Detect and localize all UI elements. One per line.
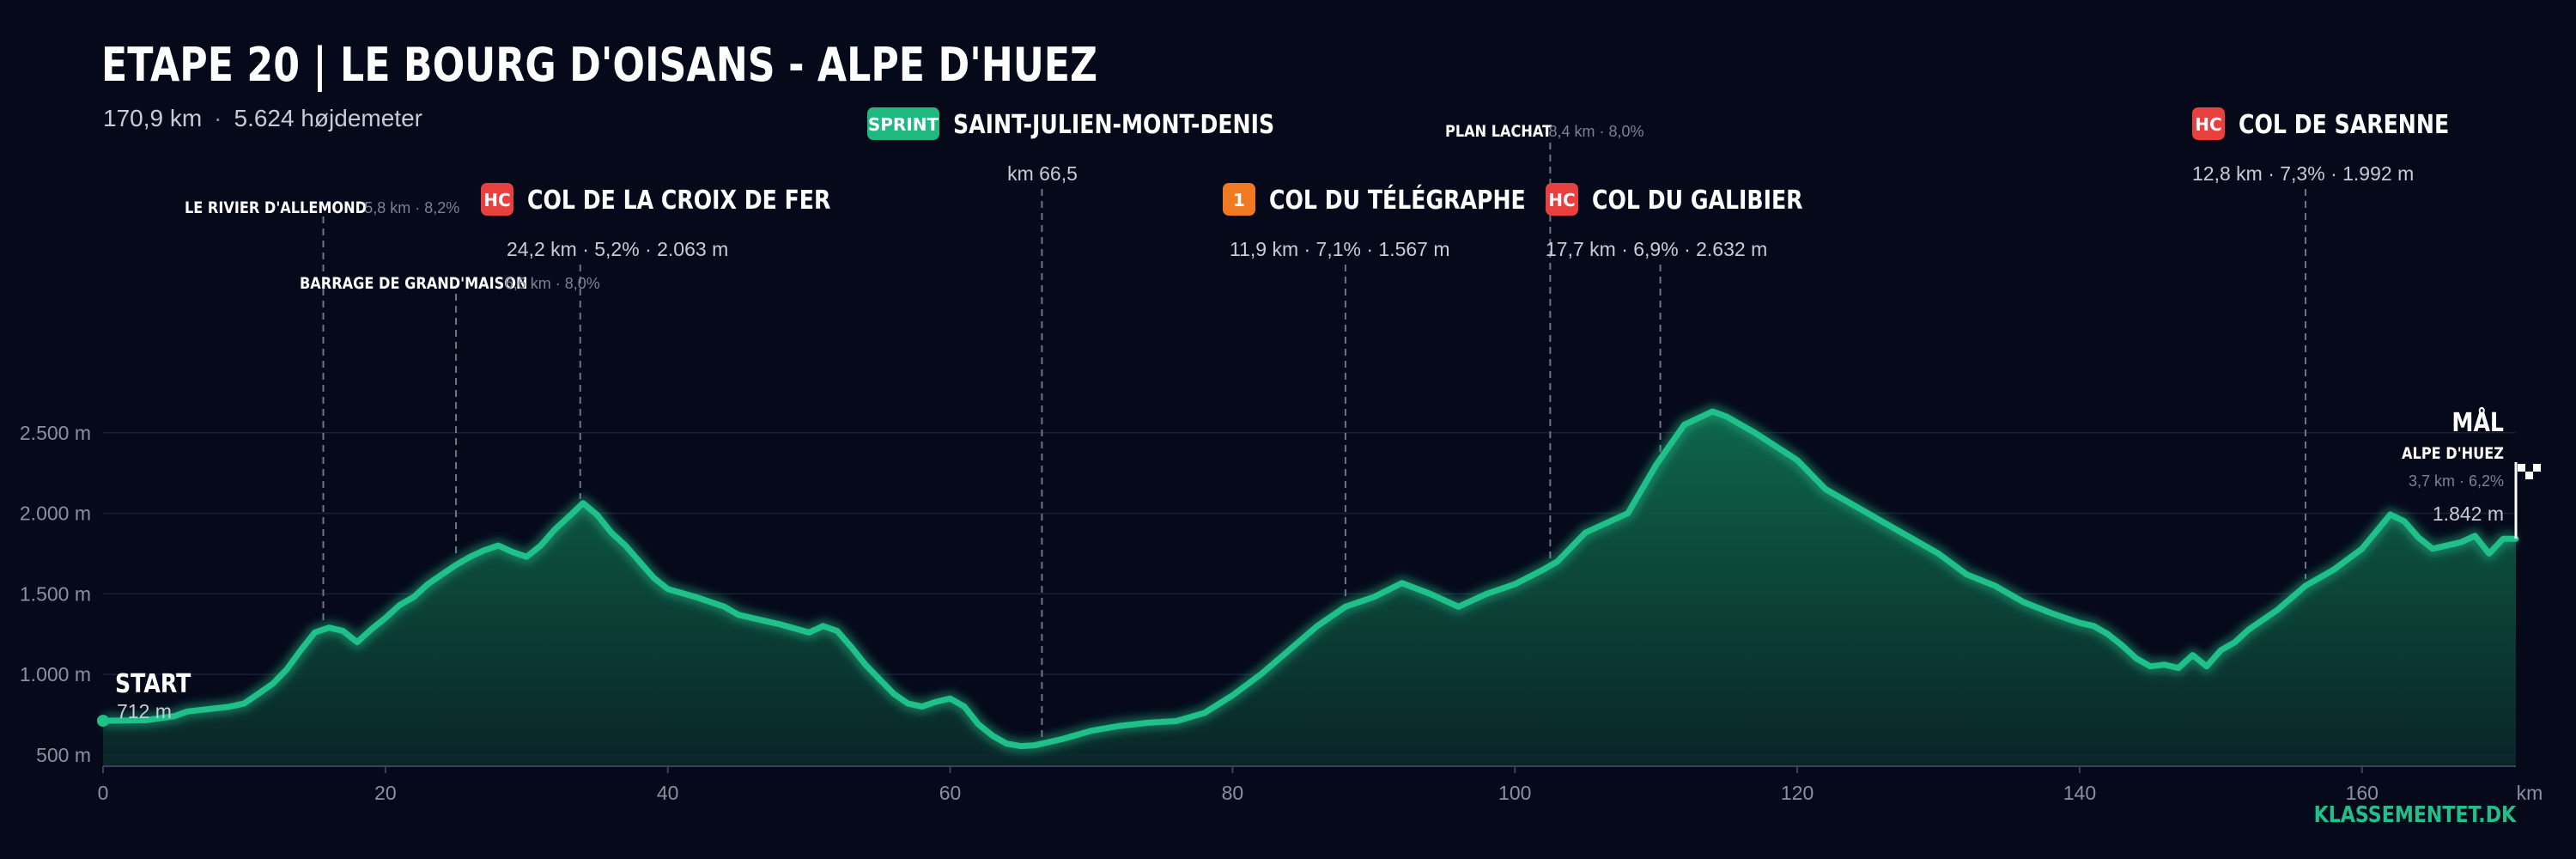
category-badge [1546,183,1578,216]
flag-square [2533,472,2541,479]
badge-label: SPRINT [868,114,939,135]
subtitle-separator: · [214,105,222,131]
category-badge [481,183,513,216]
climb-stats: 12,8 km · 7,3% · 1.992 m [2192,162,2414,185]
flag-square [2525,472,2533,479]
climb-name: COL DE LA CROIX DE FER [527,185,830,216]
y-tick-label: 2.000 m [20,503,91,525]
sprint-badge [867,107,939,140]
x-tick-label: 160 [2346,782,2379,804]
x-tick-label: 20 [374,782,397,804]
category-badge [2192,107,2225,140]
x-tick-label: 60 [939,782,962,804]
climb-stats: 17,7 km · 6,9% · 2.632 m [1546,238,1767,260]
climb-name: SAINT-JULIEN-MONT-DENIS [953,109,1274,140]
climb-name: COL DU GALIBIER [1592,185,1803,216]
climb-stats: 11,9 km · 7,1% · 1.567 m [1230,238,1450,260]
x-tick-label: 0 [98,782,109,804]
x-tick-label: 80 [1222,782,1244,804]
flag-square [2518,472,2525,479]
climb-stats: 24,2 km · 5,2% · 2.063 m [507,238,728,260]
flag-square [2533,464,2541,472]
stage-title: ETAPE 20 | LE BOURG D'OISANS - ALPE D'HU… [101,38,1098,92]
finish-elevation: 1.842 m [2433,503,2504,525]
climb-label: BARRAGE DE GRAND'MAISON [300,275,528,294]
start-elevation: 712 m [117,700,172,722]
flag-square [2525,464,2533,472]
climb-label: LE RIVIER D'ALLEMOND [185,199,367,218]
start-label: START [115,668,191,699]
finish-label: MÅL [2451,406,2504,438]
profile-area [103,411,2516,766]
climb-detail: 6,6 km · 8,0% [505,275,600,292]
climb-name: COL DU TÉLÉGRAPHE [1269,184,1526,216]
climb-label: PLAN LACHAT [1445,123,1552,142]
badge-label: 1 [1233,190,1245,210]
climb-stats: km 66,5 [1007,162,1078,185]
y-tick-label: 500 m [36,744,91,766]
stage-subtitle: 170,9 km · 5.624 højdemeter [103,105,422,132]
climb-detail: 8,4 km · 8,0% [1548,123,1643,140]
climb-detail: 5,8 km · 8,2% [364,199,459,216]
x-tick-label: 40 [657,782,679,804]
stage-distance: 170,9 km [103,105,203,131]
climb-name: COL DE SARENNE [2239,109,2449,140]
x-tick-label: 140 [2063,782,2096,804]
checkered-flag-icon [2518,464,2541,479]
flag-square [2518,464,2525,472]
profile-line [100,408,2519,750]
y-tick-label: 1.000 m [20,663,91,685]
y-tick-label: 1.500 m [20,582,91,605]
x-tick-label: 120 [1781,782,1814,804]
badge-label: HC [1548,190,1575,210]
finish-detail: 3,7 km · 6,2% [2409,472,2504,490]
badge-label: HC [483,190,510,210]
category-badge [1223,183,1255,216]
stage-elevation-gain: 5.624 højdemeter [234,105,422,131]
x-tick-label: 100 [1498,782,1531,804]
finish-name: ALPE D'HUEZ [2402,445,2504,464]
badge-label: HC [2195,114,2221,135]
brand-logo-text[interactable]: KLASSEMENTET.DK [2313,802,2516,828]
start-dot [97,715,109,728]
x-axis-unit-label: km [2517,782,2543,804]
y-tick-label: 2.500 m [20,422,91,444]
